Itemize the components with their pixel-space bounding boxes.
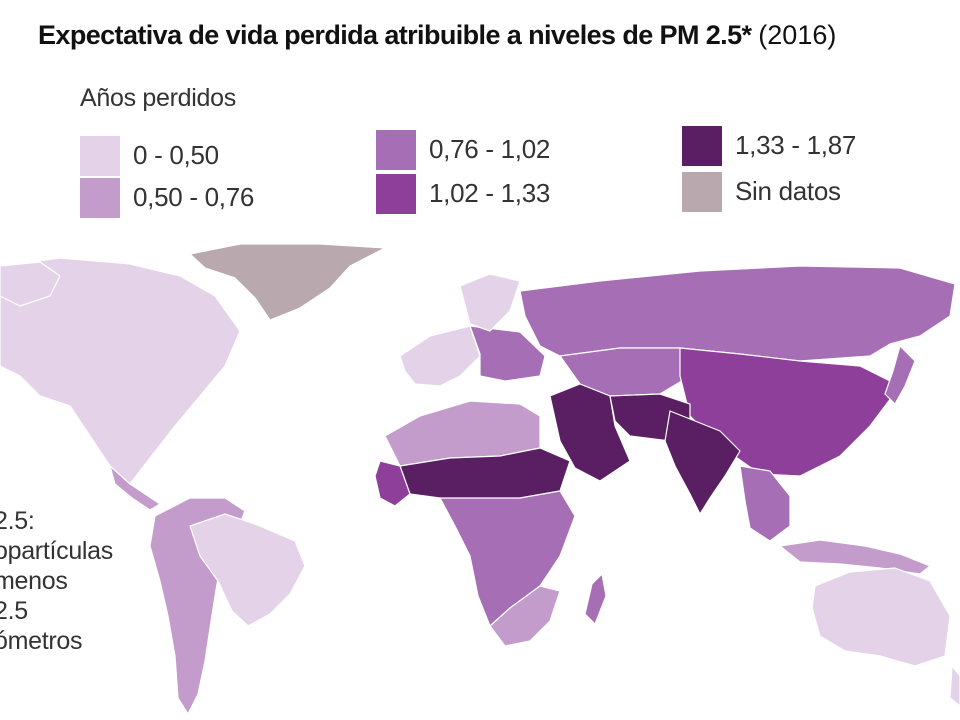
world-map	[0, 243, 960, 715]
region-north-america	[0, 257, 241, 485]
footnote-line: menos	[0, 567, 68, 595]
legend-swatch	[80, 178, 120, 218]
region-greenland	[189, 243, 386, 321]
legend-label: 0,50 - 0,76	[133, 182, 255, 212]
region-brazil	[189, 513, 306, 627]
region-japan	[884, 345, 916, 405]
region-middle-east	[549, 383, 631, 482]
region-west-africa-coast	[374, 460, 411, 507]
region-western-europe	[399, 325, 481, 387]
map-title: Expectativa de vida perdida atribuible a…	[38, 20, 836, 51]
footnote: 2.5: opartículas menos 2.5 ómetros	[0, 506, 113, 656]
legend-swatch	[80, 136, 120, 176]
legend-label: 1,02 - 1,33	[429, 178, 551, 208]
footnote-line: ómetros	[0, 627, 83, 655]
region-alaska	[0, 261, 61, 307]
region-scandinavia	[459, 273, 521, 332]
legend-swatch	[682, 126, 722, 166]
region-madagascar	[584, 573, 607, 625]
legend-label: 0,76 - 1,02	[429, 134, 551, 164]
footnote-line: 2.5:	[0, 507, 35, 535]
legend-label: Sin datos	[735, 176, 841, 206]
title-year: (2016)	[758, 20, 837, 50]
legend-swatch	[376, 130, 416, 170]
legend-label: 1,33 - 1,87	[735, 130, 857, 160]
region-southeast-asia	[739, 465, 791, 542]
legend-swatch	[376, 174, 416, 214]
region-india	[664, 410, 741, 515]
legend-swatch	[682, 172, 722, 212]
region-russia	[519, 265, 956, 362]
footnote-line: opartículas	[0, 537, 113, 565]
region-indonesia	[779, 539, 931, 575]
region-central-america	[109, 465, 161, 511]
footnote-line: 2.5	[0, 597, 28, 625]
region-eastern-europe	[469, 325, 546, 382]
title-main: Expectativa de vida perdida atribuible a…	[38, 20, 752, 50]
region-southern-africa	[489, 585, 561, 647]
region-new-zealand	[949, 665, 960, 707]
region-australia	[811, 567, 951, 667]
legend-label: 0 - 0,50	[133, 140, 219, 170]
legend-title: Años perdidos	[80, 84, 236, 112]
